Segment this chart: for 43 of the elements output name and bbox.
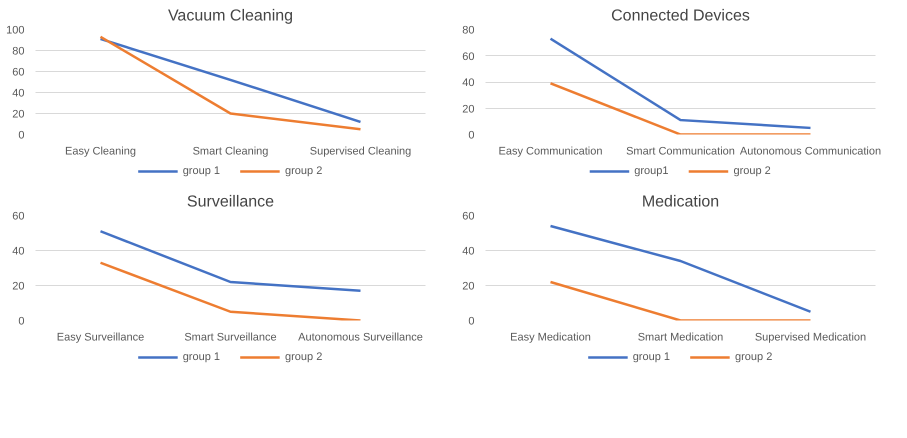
legend-label: group 2 — [285, 165, 322, 177]
y-tick-label: 40 — [462, 246, 475, 258]
chart-title: Vacuum Cleaning — [168, 8, 294, 24]
x-tick-label: Smart Communication — [626, 146, 735, 158]
x-tick-label: Easy Surveillance — [56, 332, 144, 344]
y-tick-label: 40 — [12, 246, 25, 258]
x-tick-label: Supervised Medication — [754, 332, 866, 344]
legend-label: group 1 — [182, 351, 220, 363]
chart-title: Medication — [642, 194, 720, 210]
x-tick-label: Smart Medication — [638, 332, 724, 344]
y-tick-label: 60 — [12, 210, 25, 222]
legend-label: group 2 — [733, 165, 771, 177]
legend-label: group 2 — [285, 351, 322, 363]
y-tick-label: 20 — [462, 103, 475, 116]
x-tick-label: Easy Communication — [498, 146, 602, 158]
chart-title: Connected Devices — [611, 8, 750, 24]
y-tick-label: 40 — [12, 88, 25, 100]
y-tick-label: 60 — [462, 50, 475, 63]
y-tick-label: 0 — [18, 130, 25, 142]
x-tick-label: Easy Cleaning — [65, 146, 136, 158]
y-tick-label: 0 — [18, 316, 25, 328]
x-tick-label: Smart Surveillance — [184, 332, 277, 344]
y-tick-label: 40 — [462, 77, 475, 89]
x-tick-label: Smart Cleaning — [192, 146, 268, 158]
x-tick-label: Autonomous Communication — [740, 146, 882, 158]
y-tick-label: 80 — [462, 24, 475, 36]
y-tick-label: 20 — [462, 280, 475, 292]
y-tick-label: 60 — [12, 66, 25, 78]
y-tick-label: 100 — [6, 24, 25, 36]
legend-label: group 1 — [182, 165, 220, 177]
y-tick-label: 20 — [12, 280, 25, 292]
y-tick-label: 20 — [12, 108, 25, 120]
x-tick-label: Supervised Cleaning — [310, 146, 412, 158]
legend-label: group 2 — [735, 351, 772, 363]
x-tick-label: Easy Medication — [510, 332, 591, 344]
y-tick-label: 0 — [468, 316, 475, 328]
x-tick-label: Autonomous Surveillance — [298, 332, 423, 344]
legend-label: group1 — [634, 165, 668, 177]
y-tick-label: 80 — [12, 46, 25, 58]
y-tick-label: 0 — [468, 130, 475, 142]
chart-title: Surveillance — [186, 194, 274, 210]
legend-label: group 1 — [632, 351, 670, 363]
y-tick-label: 60 — [462, 210, 475, 222]
